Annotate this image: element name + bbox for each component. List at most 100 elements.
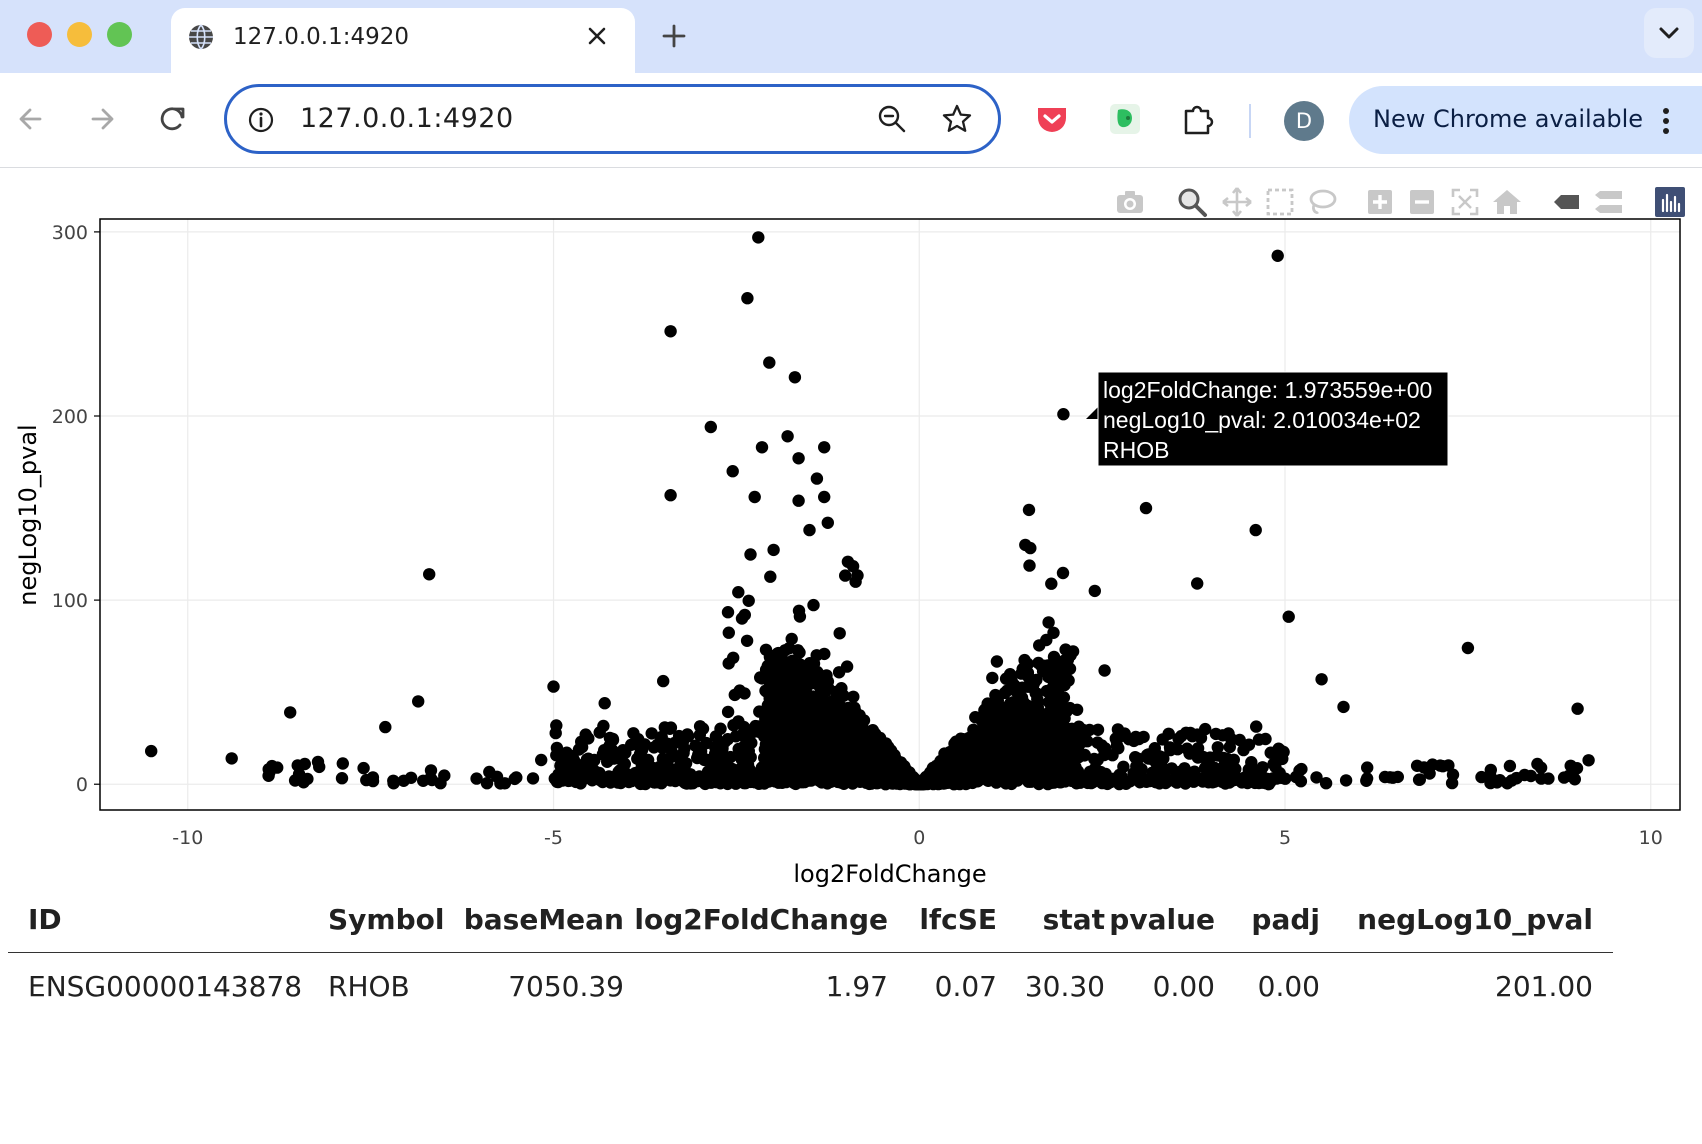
data-point[interactable] [360,773,373,787]
data-point[interactable] [986,671,999,685]
data-point[interactable] [572,743,586,756]
data-point[interactable] [417,774,430,787]
data-point[interactable] [1076,771,1089,784]
outlier-point[interactable] [792,494,805,507]
data-point[interactable] [526,772,540,785]
data-point[interactable] [786,726,799,740]
data-point[interactable] [1170,775,1184,789]
outlier-point[interactable] [664,325,677,338]
data-point[interactable] [1134,762,1147,776]
outlier-point[interactable] [547,680,560,693]
data-point[interactable] [1208,761,1221,774]
data-point[interactable] [893,776,907,789]
outlier-point[interactable] [1088,584,1102,598]
data-point[interactable] [397,774,410,787]
data-point[interactable] [288,774,302,787]
data-point[interactable] [508,772,521,786]
data-point[interactable] [846,560,860,573]
data-point[interactable] [714,758,727,772]
data-point[interactable] [1086,765,1099,779]
data-point[interactable] [917,776,931,789]
data-point[interactable] [1129,730,1143,744]
data-point[interactable] [803,690,817,703]
plot-area[interactable] [100,219,1680,810]
column-header-padj[interactable]: padj [1251,903,1320,936]
update-chrome-button[interactable]: New Chrome available [1349,86,1702,154]
outlier-point[interactable] [412,695,425,708]
data-point[interactable] [1188,765,1201,778]
data-point[interactable] [678,759,691,772]
column-header-basemean[interactable]: baseMean [463,903,624,936]
data-point[interactable] [966,765,979,778]
data-point[interactable] [722,657,735,670]
outlier-point[interactable] [1249,523,1262,537]
data-point[interactable] [970,730,983,743]
outlier-point[interactable] [145,744,158,758]
outlier-point[interactable] [284,706,297,719]
data-point[interactable] [313,760,326,774]
data-point[interactable] [1047,650,1061,664]
data-point[interactable] [682,730,695,743]
data-point[interactable] [1256,761,1269,774]
data-point[interactable] [1041,774,1055,787]
data-point[interactable] [1211,741,1225,754]
data-point[interactable] [793,646,806,659]
data-point[interactable] [874,757,887,770]
data-point[interactable] [1229,762,1242,776]
data-point[interactable] [823,703,836,716]
data-point[interactable] [960,743,974,756]
data-point[interactable] [1059,731,1072,744]
data-point[interactable] [1213,771,1227,784]
data-point[interactable] [549,726,562,740]
data-point[interactable] [1310,771,1323,784]
data-point[interactable] [744,548,757,561]
data-point[interactable] [843,731,856,745]
reload-icon[interactable] [151,97,195,141]
data-point[interactable] [735,753,748,766]
data-point[interactable] [1203,773,1216,786]
data-point[interactable] [1025,766,1038,779]
data-point[interactable] [1117,760,1130,773]
data-point[interactable] [1031,741,1045,754]
close-window-button[interactable] [27,22,52,47]
data-point[interactable] [550,741,564,755]
outlier-point[interactable] [598,697,611,710]
data-point[interactable] [645,727,658,740]
data-point[interactable] [753,705,766,718]
data-point[interactable] [1045,577,1058,590]
data-point[interactable] [797,755,811,768]
data-point[interactable] [1066,645,1080,658]
outlier-point[interactable] [752,231,765,244]
outlier-point[interactable] [1019,538,1032,552]
data-point[interactable] [795,676,808,689]
data-point[interactable] [1021,666,1035,679]
data-point[interactable] [788,696,801,710]
data-point[interactable] [1083,723,1096,737]
data-point[interactable] [832,773,846,786]
data-point[interactable] [770,705,784,718]
zoom-in-icon[interactable] [1364,186,1396,218]
data-point[interactable] [728,688,741,702]
column-header-id[interactable]: ID [28,903,62,936]
data-point[interactable] [1264,746,1277,759]
data-point[interactable] [795,723,808,737]
data-point[interactable] [1557,771,1571,784]
data-point[interactable] [732,586,745,599]
profile-avatar[interactable]: D [1284,101,1324,141]
outlier-point[interactable] [1337,700,1350,714]
data-point[interactable] [767,543,780,557]
data-point[interactable] [999,672,1013,685]
data-point[interactable] [682,774,695,787]
data-point[interactable] [1024,754,1037,767]
more-menu-icon[interactable] [1659,104,1673,138]
data-point[interactable] [1361,761,1374,774]
data-point[interactable] [826,737,839,750]
data-point[interactable] [1045,736,1059,749]
data-point[interactable] [858,759,872,772]
data-point[interactable] [771,647,784,660]
data-points[interactable] [145,231,1595,791]
outlier-point[interactable] [1315,673,1328,686]
data-point[interactable] [1209,727,1223,741]
back-icon[interactable] [9,97,53,141]
